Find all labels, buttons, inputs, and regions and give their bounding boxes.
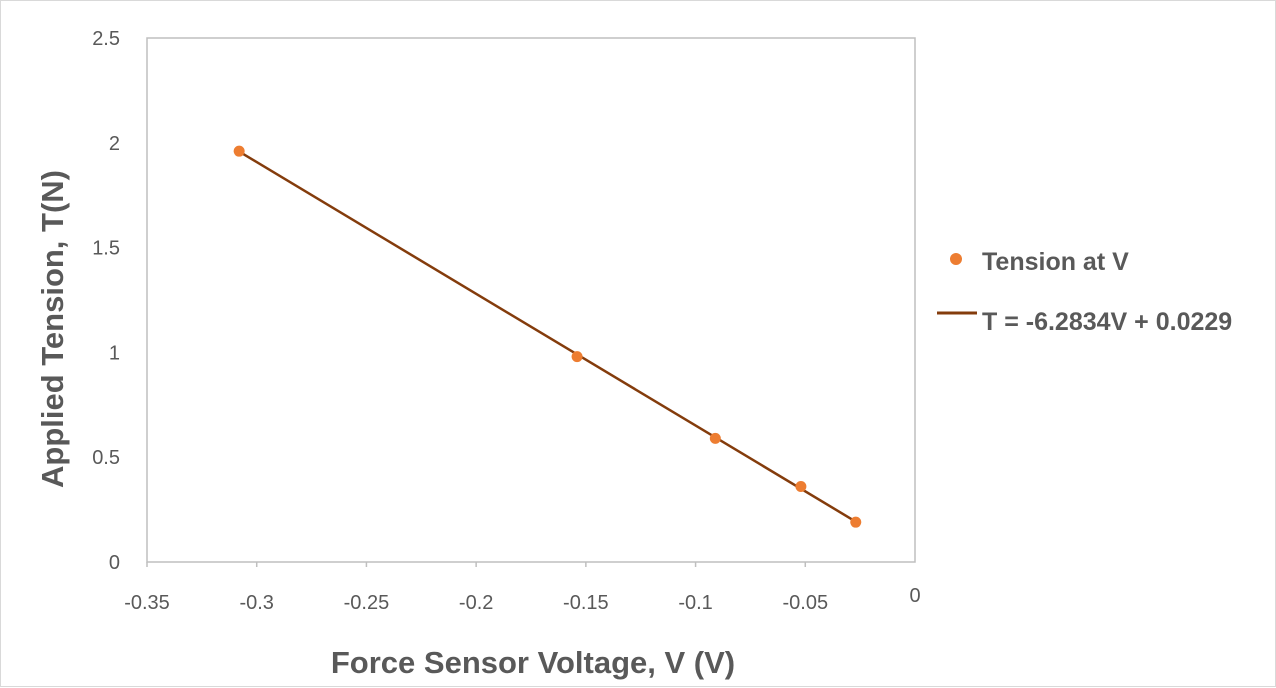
plot-area-border xyxy=(146,37,916,563)
y-tick-label: 1 xyxy=(109,342,120,364)
x-tick-label: -0.1 xyxy=(678,592,712,614)
legend: Tension at V T = -6.2834V + 0.0229 xyxy=(937,248,1232,336)
data-point xyxy=(571,351,583,363)
y-tick-label: 2.5 xyxy=(92,28,120,50)
legend-label-tension: Tension at V xyxy=(982,248,1129,276)
data-point xyxy=(233,145,245,157)
y-axis-title: Applied Tension, T(N) xyxy=(35,170,70,488)
x-tick-label: -0.3 xyxy=(239,592,273,614)
y-tick-label: 2 xyxy=(109,133,120,155)
data-point xyxy=(709,432,721,444)
x-tick-label: 0 xyxy=(909,585,920,607)
trendline-group xyxy=(238,150,857,523)
x-tick-label: -0.2 xyxy=(459,592,493,614)
y-tick-label: 0 xyxy=(109,552,120,574)
x-axis-ticks: -0.35 -0.3 -0.25 -0.2 -0.15 -0.1 -0.05 0 xyxy=(124,562,921,614)
x-tick-label: -0.05 xyxy=(782,592,828,614)
x-axis-title: Force Sensor Voltage, V (V) xyxy=(331,645,735,680)
data-points xyxy=(233,145,862,528)
x-tick-label: -0.25 xyxy=(344,592,390,614)
legend-label-trendline: T = -6.2834V + 0.0229 xyxy=(982,308,1232,336)
y-tick-label: 0.5 xyxy=(92,447,120,469)
y-tick-label: 1.5 xyxy=(92,238,120,260)
data-point xyxy=(795,481,807,493)
y-axis-ticks: 0 0.5 1 1.5 2 2.5 xyxy=(92,28,120,574)
data-point xyxy=(850,516,862,528)
legend-marker-tension xyxy=(950,253,962,265)
x-tick-label: -0.15 xyxy=(563,592,609,614)
trendline xyxy=(238,150,857,523)
x-tick-label: -0.35 xyxy=(124,592,170,614)
